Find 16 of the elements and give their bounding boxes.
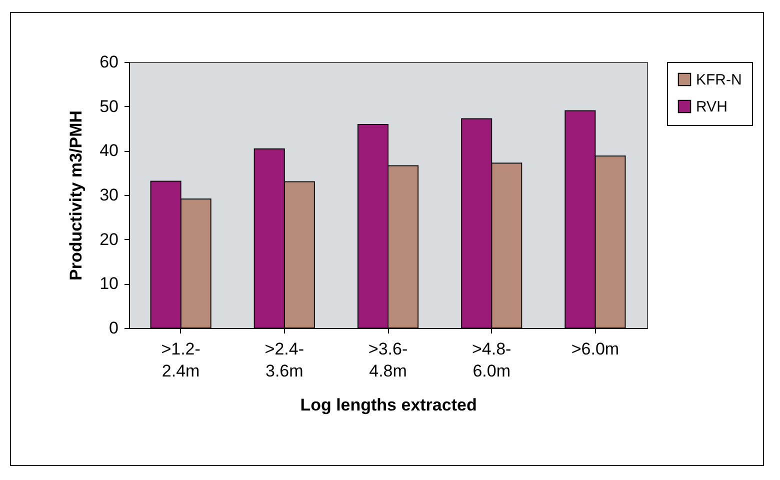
x-tick-label: >6.0m <box>571 340 620 358</box>
x-tick-label: >1.2-2.4m <box>161 340 200 380</box>
x-tick-label: >2.4-3.6m <box>264 340 304 380</box>
x-axis-title: Log lengths extracted <box>300 396 477 414</box>
y-tick-label: 60 <box>100 52 118 72</box>
y-tick-label: 40 <box>100 141 118 160</box>
y-tick-label: 10 <box>100 274 118 294</box>
y-tick-label: 20 <box>100 230 118 249</box>
legend-label: RVH <box>696 98 728 116</box>
y-axis-title: Productivity m3/PMH <box>66 110 86 281</box>
x-tick-label: >4.8-6.0m <box>472 340 512 380</box>
x-tick-label: >3.6-4.8m <box>368 340 408 380</box>
y-tick-label: 50 <box>100 96 118 116</box>
y-tick-label: 0 <box>109 318 118 338</box>
legend-label: KFR-N <box>696 72 742 88</box>
y-tick-label: 30 <box>100 186 118 204</box>
